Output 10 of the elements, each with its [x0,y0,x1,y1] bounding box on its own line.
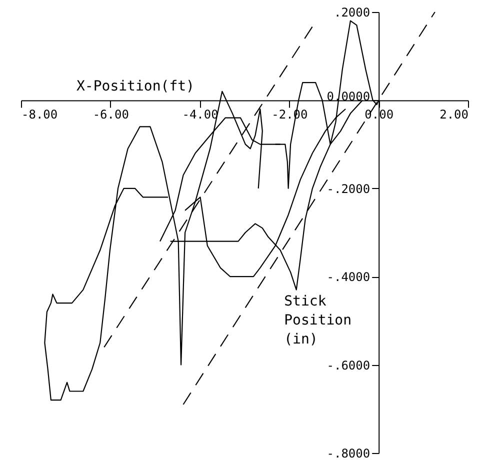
y-tick-label: .2000 [334,6,370,20]
y-tick-label: -.4000 [326,270,370,284]
y-tick-label: -.2000 [326,182,370,196]
y-tick-label: -.8000 [326,446,370,460]
y-tick-label: -.6000 [326,358,370,372]
x-axis-title: X-Position(ft) [76,78,194,95]
y-axis-title: Stick Position (in) [284,294,352,348]
x-tick-label: 2.00 [440,108,468,122]
x-tick-label: -6.00 [92,108,129,122]
x-tick-label: -8.00 [22,108,58,122]
